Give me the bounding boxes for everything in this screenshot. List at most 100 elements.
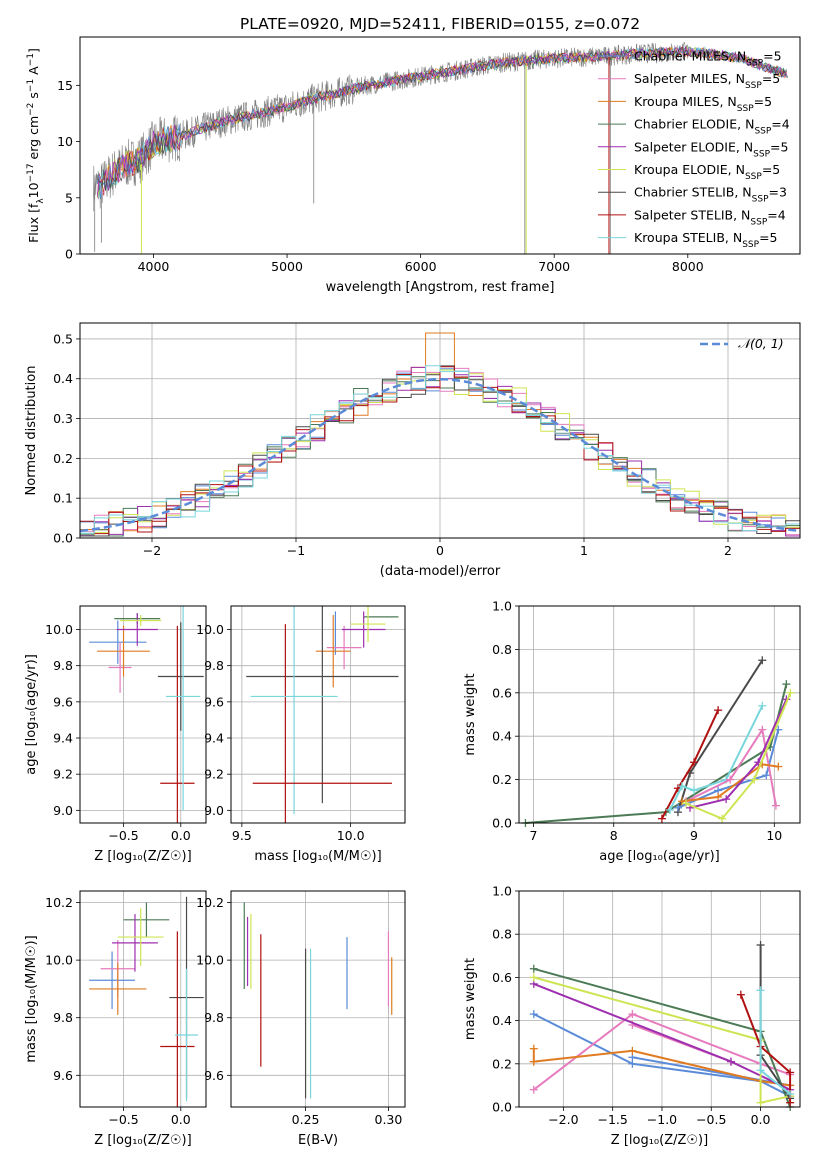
legend-label: Kroupa ELODIE, N xyxy=(634,162,745,177)
y-tick-label: 10.2 xyxy=(45,895,73,910)
weight-lines xyxy=(521,656,795,827)
y-tick-label: 0.4 xyxy=(492,1013,512,1028)
figure-title: PLATE=0920, MJD=52411, FIBERID=0155, z=0… xyxy=(240,15,640,33)
y-tick-label: 0.3 xyxy=(53,411,73,426)
legend-sub: SSP xyxy=(754,127,771,137)
legend-tail: =5 xyxy=(762,162,780,177)
legend-tail: =4 xyxy=(771,117,789,132)
weight-line-salpeter_elodie xyxy=(689,698,788,809)
y-axis-label-part: −1 xyxy=(26,79,36,92)
y-axis-label: age [log₁₀(age/yr)] xyxy=(24,654,39,775)
axes-frame xyxy=(230,890,406,1108)
x-tick-label: −2 xyxy=(143,543,161,558)
x-tick-label: −0.5 xyxy=(108,828,138,843)
y-tick-label: 9.8 xyxy=(204,658,224,673)
y-tick-label: 9.2 xyxy=(204,767,224,782)
residual-histograms xyxy=(80,332,800,537)
x-tick-label: 10 xyxy=(766,828,782,843)
x-tick-label: −2.0 xyxy=(548,1112,578,1127)
x-tick-label: 0.0 xyxy=(751,1112,771,1127)
legend-sub: SSP xyxy=(753,149,770,159)
x-tick-label: 10.0 xyxy=(337,828,365,843)
weight-lines xyxy=(529,941,795,1111)
y-tick-label: 0.8 xyxy=(492,642,512,657)
x-tick-label: 7 xyxy=(529,828,537,843)
x-axis-label: age [log₁₀(age/yr)] xyxy=(599,849,720,864)
y-axis-label-part: −17 xyxy=(26,163,36,182)
y-tick-label: 0.2 xyxy=(53,451,73,466)
legend-sub: SSP xyxy=(745,172,762,182)
y-tick-label: 9.8 xyxy=(204,1010,224,1025)
errorbars xyxy=(89,896,204,1107)
x-tick-label: 1 xyxy=(580,543,588,558)
y-tick-label: 0.6 xyxy=(492,970,512,985)
y-axis-label: Normed distribution xyxy=(24,366,39,496)
x-tick-label: 8 xyxy=(610,828,618,843)
y-tick-label: 0.8 xyxy=(492,927,512,942)
legend-entry: Kroupa ELODIE, NSSP=5 xyxy=(634,162,780,182)
x-tick-label: −1.5 xyxy=(597,1112,627,1127)
y-axis-label-part: s xyxy=(26,92,41,103)
y-tick-label: 10 xyxy=(57,134,73,149)
age_vs_mass-panel: 9.5 10.0 9.0 9.2 9.4 9.6 9.8 10.0 mass [log₁₀(M/… xyxy=(196,605,406,864)
axes-frame xyxy=(518,890,801,1108)
legend-sub: SSP xyxy=(746,59,763,69)
legend-sub: SSP xyxy=(750,217,767,227)
legend-entry: Salpeter ELODIE, NSSP=5 xyxy=(634,139,788,159)
x-tick-label: 4000 xyxy=(138,259,170,274)
x-tick-label: −1 xyxy=(287,543,305,558)
legend-tail: =5 xyxy=(763,49,781,64)
residuals-panel: −2 −1 0 1 2 0.0 0.1 0.2 0.3 0.4 0.5 (data-model)/er… xyxy=(24,322,801,579)
y-tick-label: 9.4 xyxy=(53,731,73,746)
legend-entry: Kroupa STELIB, NSSP=5 xyxy=(634,230,778,250)
x-axis-label: E(B-V) xyxy=(298,1133,338,1148)
y-tick-label: 10.0 xyxy=(45,953,73,968)
y-axis-label: mass weight xyxy=(463,673,478,755)
weight_vs_Z-panel: −2.0 −1.5 −1.0 −0.5 0.0 0.0 0.2 0.4 0.6 0.8 1.0 Z [… xyxy=(463,884,801,1148)
x-axis-label: (data-model)/error xyxy=(380,564,501,579)
y-tick-label: 0.5 xyxy=(53,331,73,346)
y-tick-label: 9.6 xyxy=(204,1068,224,1083)
axes-frame xyxy=(518,605,801,824)
y-tick-label: 10.0 xyxy=(45,622,73,637)
weight_vs_age-panel: 7 8 9 10 0.0 0.2 0.4 0.6 0.8 1.0 age [log₁₀(age/yr… xyxy=(463,599,801,864)
legend-label: Salpeter ELODIE, N xyxy=(634,139,753,154)
y-axis-label-part: A xyxy=(26,66,41,79)
y-tick-label: 9.0 xyxy=(53,803,73,818)
legend-entry: 𝒩(0, 1) xyxy=(738,336,784,351)
y-tick-label: 0.0 xyxy=(492,1100,512,1115)
x-tick-label: 0 xyxy=(436,543,444,558)
weight-line-kroupa_elodie xyxy=(685,692,792,820)
axes-frame xyxy=(79,322,801,539)
legend-sub: SSP xyxy=(737,104,754,114)
y-tick-label: 0.2 xyxy=(492,1056,512,1071)
model-spectrum-salpeter_elodie xyxy=(97,46,787,197)
y-axis-label-part: −1 xyxy=(26,53,36,66)
x-tick-label: 0.30 xyxy=(375,1112,403,1127)
x-axis-label: Z [log₁₀(Z/Z☉)] xyxy=(94,1133,191,1148)
weight-line-chabrier_miles xyxy=(533,1013,791,1098)
y-tick-label: 0.1 xyxy=(53,491,73,506)
legend-tail: =3 xyxy=(769,185,787,200)
legend-tail: =5 xyxy=(754,94,772,109)
y-tick-label: 9.0 xyxy=(204,803,224,818)
histogram-salpeter_stelib xyxy=(80,366,800,535)
x-axis-label: Z [log₁₀(Z/Z☉)] xyxy=(611,1133,708,1148)
weight-line-chabrier_stelib xyxy=(759,945,791,1099)
weight-line-salpeter_miles xyxy=(685,727,777,806)
legend-sub: SSP xyxy=(752,195,769,205)
y-axis-label-part: ] xyxy=(26,48,41,53)
legend-label: Chabrier MILES, N xyxy=(634,49,746,64)
errorbars xyxy=(89,606,204,823)
mass_vs_Z-panel: −0.5 0.0 9.6 9.8 10.0 10.2 Z [log₁₀(Z/Z☉)] mass… xyxy=(24,890,207,1148)
y-axis-label: mass weight xyxy=(463,958,478,1040)
axes-frame xyxy=(79,36,801,255)
y-axis-label-part: λ xyxy=(36,198,46,204)
legend-label: Kroupa STELIB, N xyxy=(634,230,742,245)
y-tick-label: 1.0 xyxy=(492,884,512,899)
legend-tail: =5 xyxy=(770,139,788,154)
y-tick-label: 0 xyxy=(65,247,73,262)
model-spectrum-chabrier_stelib xyxy=(97,46,787,191)
y-tick-label: 9.4 xyxy=(204,731,224,746)
legend-sub: SSP xyxy=(745,81,762,91)
